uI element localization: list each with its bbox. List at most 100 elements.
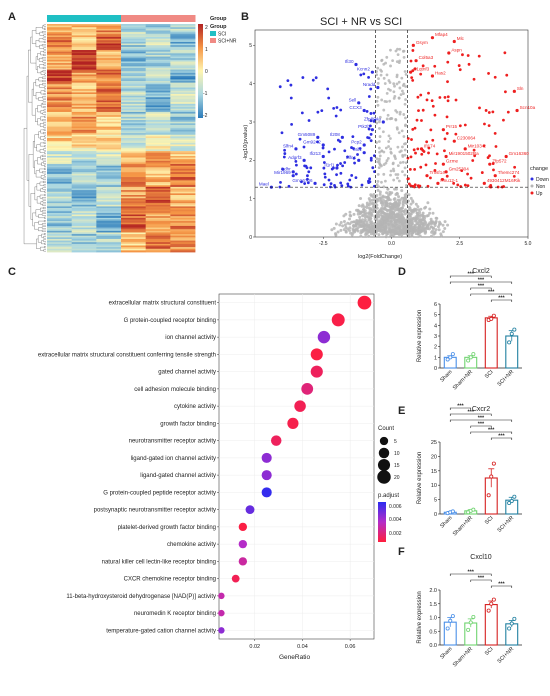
- heatmap-cell: [145, 56, 171, 59]
- heatmap-cell: [121, 195, 147, 198]
- volcano-point-up: [438, 96, 442, 99]
- heatmap-cell: [96, 84, 122, 87]
- heatmap-cell: [170, 107, 196, 110]
- bar-chart-x-tick-label: Sham: [439, 646, 454, 661]
- heatmap-cell: [121, 196, 147, 199]
- volcano-point-non: [378, 221, 382, 225]
- volcano-point-non: [402, 196, 406, 200]
- heatmap-cell: [96, 53, 122, 56]
- volcano-point-down: [362, 143, 366, 147]
- heatmap-cell: [47, 209, 73, 212]
- volcano-point-up: [411, 127, 415, 131]
- volcano-point-non: [379, 199, 383, 203]
- heatmap-cell: [121, 247, 147, 250]
- group-bar-cell: [71, 15, 97, 22]
- heatmap-cell: [96, 41, 122, 44]
- size-legend-title: Count: [378, 426, 394, 432]
- volcano-point-non: [368, 201, 372, 205]
- volcano-point-non: [408, 225, 412, 229]
- heatmap-cell: [96, 146, 122, 149]
- heatmap-cell: [47, 217, 73, 220]
- dendrogram-branch: [44, 216, 46, 219]
- heatmap-cell: [170, 209, 196, 212]
- volcano-point-non: [370, 198, 374, 202]
- heatmap-cell: [47, 230, 73, 233]
- volcano-point-non: [376, 103, 380, 107]
- dendrogram-branch: [37, 118, 41, 126]
- volcano-point-non: [386, 187, 390, 191]
- heatmap-cell: [121, 110, 147, 113]
- volcano-point-up: [493, 132, 497, 135]
- volcano-point-down: [329, 182, 333, 185]
- heatmap-cell: [71, 204, 97, 207]
- dendrogram-branch: [30, 193, 35, 220]
- heatmap-cell: [96, 206, 122, 209]
- volcano-point-up: [512, 89, 516, 93]
- data-point: [512, 327, 517, 332]
- dendrogram-branch: [40, 110, 44, 114]
- volcano-point-up: [446, 99, 450, 103]
- heatmap-cell: [121, 63, 147, 66]
- heatmap-cell: [71, 229, 97, 232]
- heatmap-cell: [121, 85, 147, 88]
- heatmap-cell: [145, 107, 171, 110]
- panel-label-f: F: [398, 546, 405, 558]
- heatmap-cell: [47, 113, 73, 116]
- dendrogram-branch: [41, 57, 46, 60]
- heatmap-cell: [71, 90, 97, 93]
- size-legend-dot: [379, 436, 389, 446]
- volcano-point-up: [433, 169, 437, 172]
- bar-chart-y-tick-label: 6: [434, 302, 437, 308]
- data-point: [507, 340, 512, 345]
- volcano-point-non: [344, 212, 348, 216]
- volcano-point-non: [426, 201, 430, 205]
- heatmap-cell: [96, 183, 122, 186]
- volcano-point-non: [387, 145, 390, 148]
- heatmap-cell: [170, 221, 196, 224]
- volcano-point-non: [397, 131, 401, 135]
- heatmap-cell: [121, 28, 147, 31]
- heatmap-cell: [47, 97, 73, 100]
- data-point: [471, 614, 476, 619]
- volcano-point-non: [356, 212, 360, 216]
- heatmap-cell: [145, 89, 171, 92]
- heatmap-cell: [96, 222, 122, 225]
- heatmap-cell: [145, 108, 171, 111]
- heatmap-cell: [170, 243, 196, 246]
- heatmap-cell: [170, 149, 196, 152]
- volcano-point-non: [386, 113, 390, 117]
- data-point: [491, 461, 496, 466]
- heatmap-cell: [121, 188, 147, 191]
- heatmap-cell: [145, 105, 171, 108]
- dendrogram-branch: [36, 196, 41, 204]
- volcano-point-non: [377, 233, 381, 237]
- heatmap-cell: [96, 129, 122, 132]
- heatmap-cell: [121, 115, 147, 118]
- bar-chart-y-tick-label: 5: [434, 498, 437, 504]
- volcano-point-non: [390, 202, 394, 206]
- heatmap-cell: [145, 232, 171, 235]
- heatmap-cell: [47, 141, 73, 144]
- heatmap-cell: [170, 146, 196, 149]
- volcano-point-up: [443, 137, 447, 141]
- volcano-point-non: [366, 224, 370, 228]
- dendrogram-branch: [43, 50, 46, 53]
- volcano-point-non: [436, 225, 440, 229]
- volcano-gene-label: Mael: [259, 182, 269, 187]
- panel-label-b: B: [241, 11, 249, 23]
- volcano-point-down: [343, 149, 347, 153]
- heatmap-cell: [121, 155, 147, 158]
- heatmap-cell: [47, 61, 73, 64]
- heatmap-cell: [71, 46, 97, 49]
- heatmap-cell: [121, 199, 147, 202]
- volcano-x-tick-label: 0.0: [388, 241, 395, 247]
- heatmap-cell: [47, 175, 73, 178]
- heatmap-cell: [121, 126, 147, 129]
- heatmap-cell: [121, 48, 147, 51]
- heatmap-cell: [170, 24, 196, 27]
- heatmap-cell: [96, 139, 122, 142]
- heatmap-cell: [96, 198, 122, 201]
- volcano-point-non: [385, 55, 389, 59]
- go-term-label: 11-beta-hydroxysteroid dehydrogenase [NA…: [66, 594, 216, 600]
